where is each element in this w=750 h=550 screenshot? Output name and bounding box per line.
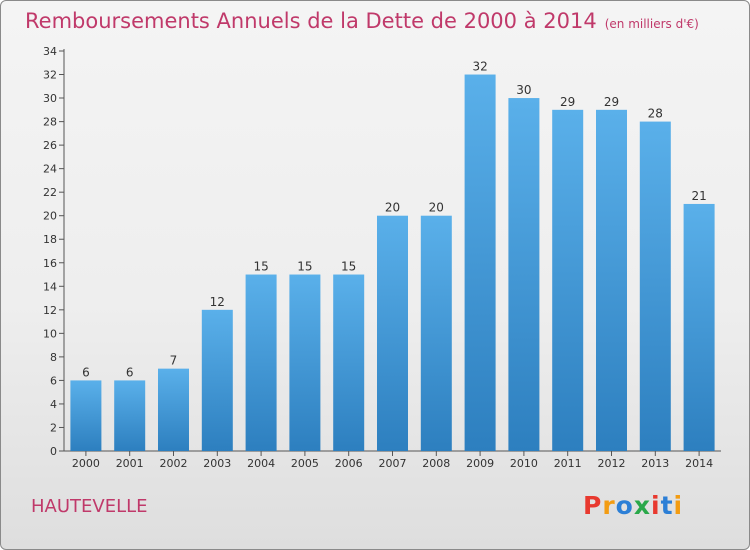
y-tick-label: 4 — [50, 398, 57, 411]
y-tick-label: 22 — [43, 186, 57, 199]
y-tick-label: 20 — [43, 210, 57, 223]
x-tick-label: 2012 — [598, 457, 626, 470]
bar-value-label: 32 — [472, 60, 487, 74]
bar-value-label: 12 — [210, 295, 225, 309]
x-tick-label: 2009 — [466, 457, 494, 470]
logo-letter: r — [602, 491, 616, 520]
bar-value-label: 28 — [648, 107, 663, 121]
bar-value-label: 29 — [604, 95, 619, 109]
y-tick-label: 12 — [43, 304, 57, 317]
bar-2003 — [201, 309, 233, 451]
y-tick-label: 24 — [43, 163, 57, 176]
y-tick-label: 14 — [43, 280, 57, 293]
x-tick-label: 2000 — [72, 457, 100, 470]
bar-2004 — [245, 274, 277, 451]
bar-2005 — [289, 274, 321, 451]
logo-letter: i — [673, 491, 684, 520]
bar-value-label: 21 — [691, 189, 706, 203]
bar-2007 — [377, 215, 408, 451]
y-tick-label: 30 — [43, 92, 57, 105]
logo-letter: x — [633, 491, 651, 520]
bar-value-label: 7 — [170, 354, 178, 368]
bar-value-label: 15 — [297, 260, 312, 274]
y-tick-label: 26 — [43, 139, 57, 152]
y-tick-label: 34 — [43, 45, 57, 58]
x-tick-label: 2010 — [510, 457, 538, 470]
bar-2010 — [508, 98, 540, 451]
bar-2014 — [683, 203, 715, 451]
x-tick-label: 2004 — [247, 457, 275, 470]
logo-letter: i — [651, 491, 661, 520]
y-tick-label: 18 — [43, 233, 57, 246]
bar-2001 — [114, 380, 146, 451]
x-tick-label: 2006 — [335, 457, 363, 470]
y-tick-label: 6 — [50, 374, 57, 387]
bar-value-label: 29 — [560, 95, 575, 109]
chart-title: Remboursements Annuels de la Dette de 20… — [25, 9, 699, 33]
x-tick-label: 2013 — [641, 457, 669, 470]
proxiti-logo: Proxiti — [583, 491, 683, 520]
bar-2012 — [596, 109, 627, 451]
x-tick-label: 2002 — [160, 457, 188, 470]
logo-letter: P — [583, 491, 603, 520]
bar-2000 — [70, 380, 102, 451]
bar-value-label: 20 — [385, 201, 400, 215]
chart-subtitle: (en milliers d'€) — [604, 17, 699, 31]
x-tick-label: 2008 — [422, 457, 450, 470]
x-tick-label: 2005 — [291, 457, 319, 470]
x-tick-label: 2001 — [116, 457, 144, 470]
x-tick-label: 2014 — [685, 457, 713, 470]
bar-value-label: 6 — [126, 365, 134, 379]
y-tick-label: 2 — [50, 421, 57, 434]
x-tick-label: 2003 — [203, 457, 231, 470]
y-tick-label: 8 — [50, 351, 57, 364]
bar-2006 — [333, 274, 365, 451]
x-tick-label: 2007 — [379, 457, 407, 470]
y-tick-label: 16 — [43, 257, 57, 270]
commune-name: HAUTEVELLE — [31, 496, 148, 517]
y-tick-label: 28 — [43, 116, 57, 129]
bar-value-label: 15 — [341, 260, 356, 274]
bar-2008 — [420, 215, 452, 451]
y-tick-label: 0 — [50, 445, 57, 458]
bar-2002 — [158, 368, 189, 451]
bar-value-label: 15 — [253, 260, 268, 274]
y-tick-label: 32 — [43, 69, 57, 82]
bar-2009 — [464, 74, 496, 451]
logo-letter: o — [615, 491, 634, 520]
bar-value-label: 6 — [82, 365, 90, 379]
bar-2011 — [552, 109, 584, 451]
y-tick-label: 10 — [43, 327, 57, 340]
logo-letter: t — [660, 491, 674, 520]
bar-value-label: 20 — [429, 201, 444, 215]
bar-value-label: 30 — [516, 83, 531, 97]
x-tick-label: 2011 — [554, 457, 582, 470]
bar-2013 — [639, 121, 671, 452]
